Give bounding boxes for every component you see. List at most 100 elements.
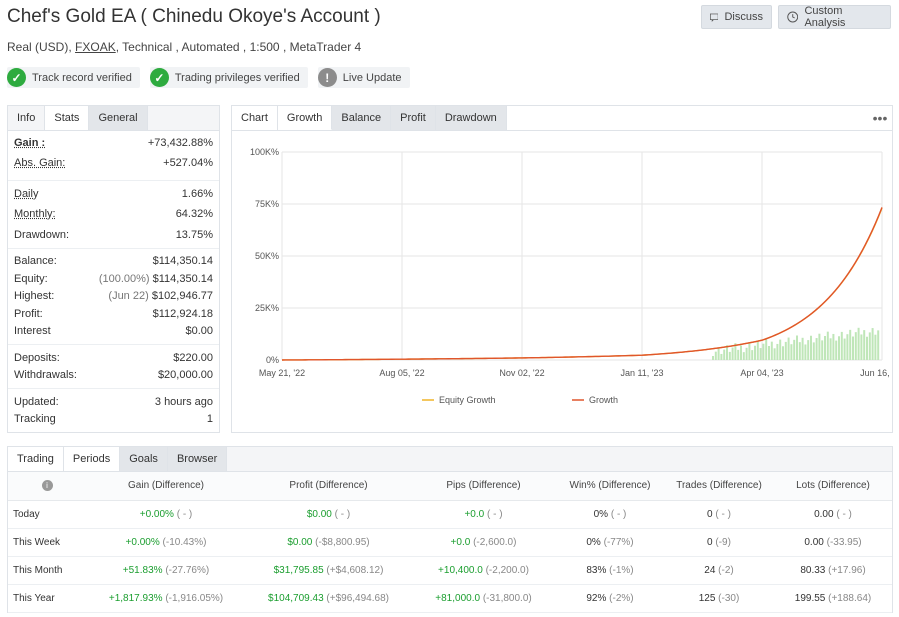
activity-bar [776,343,779,360]
divider [8,180,219,181]
activity-bar [812,342,815,360]
cell-profit: $0.00 (-$8,800.95) [246,528,411,557]
clock-icon [787,11,799,23]
x-tick-label: Apr 04, '23 [740,368,783,378]
stat-label: Equity: [14,272,48,285]
activity-bar [726,345,728,360]
tab-drawdown[interactable]: Drawdown [435,106,507,130]
cell-trades: 24 (-2) [664,556,774,585]
stat-interest: Interest $0.00 [8,323,219,341]
trades-value: 24 [704,564,716,576]
stat-value: +527.04% [163,157,213,170]
custom-analysis-label: Custom Analysis [804,5,846,29]
pips-difference: (-2,200.0) [485,564,529,576]
gain-difference: ( - ) [176,508,193,520]
table-row: This Week +0.00% (-10.43%) $0.00 (-$8,800.… [8,528,892,557]
tab-stats[interactable]: Stats [45,106,90,130]
divider [8,344,219,345]
activity-bar [807,340,810,360]
tab-info[interactable]: Info [8,106,46,130]
custom-analysis-button[interactable]: Custom Analysis [778,5,891,29]
gain-difference: (-1,916.05%) [165,592,224,604]
lots-value: 0.00 [804,536,824,548]
stat-value: $0.00 [185,325,213,338]
chat-icon [710,13,719,22]
x-tick-label: Jan 11, '23 [620,368,663,378]
period-label: This Year [8,584,86,613]
stat-daily: Daily 1.66% [8,185,219,203]
tab-trading[interactable]: Trading [8,447,64,471]
stat-label: Profit: [14,307,43,320]
activity-bar [863,330,866,360]
stat-label: Gain : [14,136,46,149]
trading-tabs: Trading Periods Goals Browser [8,447,892,472]
exclamation-icon: ! [317,68,337,87]
tab-growth[interactable]: Growth [277,106,333,130]
pips-value: +0.0 [464,508,485,520]
activity-bar [740,345,742,360]
col-win: Win% (Difference) [556,472,664,501]
stat-value: 13.75% [175,228,213,241]
more-dots-icon[interactable]: ••• [868,106,892,130]
activity-bar [793,339,796,360]
tab-browser[interactable]: Browser [167,447,228,471]
activity-bar [751,350,754,360]
stat-balance: Balance: $114,350.14 [8,253,219,271]
col-lots: Lots (Difference) [774,472,892,501]
stat-value: 1.66% [181,187,213,200]
tab-profit[interactable]: Profit [391,106,436,130]
activity-bar [768,346,770,360]
stat-profit: Profit: $112,924.18 [8,305,219,323]
discuss-button[interactable]: Discuss [701,5,772,29]
tab-goals[interactable]: Goals [120,447,168,471]
activity-bar [790,344,793,360]
tab-general[interactable]: General [89,106,148,130]
activity-bar [734,343,737,360]
activity-bar [731,347,734,360]
broker-link[interactable]: FXOAK [75,40,116,54]
activity-bar [737,349,740,360]
activity-bar [860,334,863,360]
profit-difference: (-$8,800.95) [315,536,370,548]
profit-value: $104,709.43 [268,592,324,604]
chart-panel: Chart Growth Balance Profit Drawdown •••… [231,105,893,433]
stat-label: Interest [14,325,51,338]
activity-bar [782,346,784,360]
activity-bar [712,356,714,360]
tab-chart[interactable]: Chart [232,106,278,130]
stats-tabs: Info Stats General [8,106,219,131]
activity-bar [824,336,826,360]
cell-win: 92% (-2%) [556,584,664,613]
activity-bar [720,353,723,360]
x-tick-label: Jun 16, '23 [860,368,892,378]
stat-label: Tracking [14,413,56,426]
stat-deposits: Deposits: $220.00 [8,349,219,367]
activity-bar [835,340,838,360]
col-profit: Profit (Difference) [246,472,411,501]
badge-label: Track record verified [32,71,132,84]
cell-lots: 0.00 ( - ) [774,500,892,529]
activity-bar [787,337,790,360]
activity-bar [868,332,871,360]
tab-balance[interactable]: Balance [332,106,392,130]
period-label: This Month [8,556,86,585]
check-icon: ✓ [149,68,169,87]
activity-bar [843,338,846,360]
activity-bar [798,342,801,360]
trades-value: 0 [707,536,713,548]
stat-drawdown: Drawdown: 13.75% [8,226,219,244]
table-row: Today +0.00% ( - ) $0.00 ( - ) +0.0 ( - ) 0%… [8,500,892,529]
stat-label: Daily [14,187,39,200]
trades-difference: (-30) [718,592,740,604]
activity-bar [754,345,756,360]
activity-bar [804,344,807,360]
info-icon[interactable]: i [41,480,53,492]
activity-bar [838,336,840,360]
activity-bar [857,327,860,360]
badge-label: Live Update [342,71,402,84]
activity-bar [723,349,726,360]
stat-equity: Equity: (100.00%) $114,350.14 [8,270,219,288]
win-value: 83% [586,564,607,576]
series-line-0 [281,207,883,361]
tab-periods[interactable]: Periods [63,447,121,471]
